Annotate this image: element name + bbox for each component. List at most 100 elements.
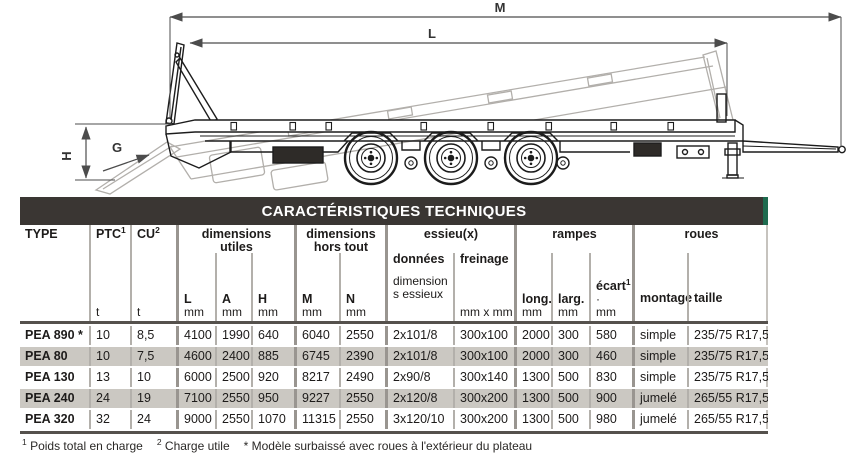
cell-ptc: 24 <box>89 389 130 408</box>
footnotes: 1 Poids total en charge 2 Charge utile * M… <box>22 437 856 453</box>
cell-ptc: 10 <box>89 347 130 366</box>
green-accent-strip <box>763 197 768 225</box>
subcol-cu-unit: t <box>130 253 176 321</box>
cell-M: 6745 <box>294 347 339 366</box>
table-bottom-rule <box>20 431 768 434</box>
spec-table: CARACTÉRISTIQUES TECHNIQUES TYPE PTC1 CU… <box>20 197 768 434</box>
cell-taille: 235/75 R17,5 <box>687 368 768 387</box>
cell-rampe-ecart: 900 <box>589 389 632 408</box>
cell-N: 2490 <box>339 368 385 387</box>
cell-rampe-long: 2000 <box>514 326 551 345</box>
cell-freinage: 300x100 <box>453 347 514 366</box>
cell-montage: simple <box>632 326 687 345</box>
cell-M: 6040 <box>294 326 339 345</box>
cell-A: 2550 <box>215 410 251 429</box>
cell-type: PEA 890 * <box>25 328 83 342</box>
subcol-taille: taille <box>687 253 768 321</box>
cell-ptc: 13 <box>89 368 130 387</box>
wheel-group <box>343 130 570 186</box>
cell-M: 11315 <box>294 410 339 429</box>
cell-rampe-long: 1300 <box>514 410 551 429</box>
cell-cu: 19 <box>130 389 176 408</box>
cell-H: 640 <box>251 326 294 345</box>
table-row: PEA 320 32 24 9000 2550 1070 11315 2550 … <box>20 410 768 429</box>
dim-label-l: L <box>428 26 436 41</box>
cell-H: 920 <box>251 368 294 387</box>
cell-dimensions-essieux: 2x101/8 <box>385 347 453 366</box>
cell-rampe-ecart: 830 <box>589 368 632 387</box>
dim-label-h: H <box>59 151 74 160</box>
subcol-type <box>20 253 89 321</box>
subcol-freinage: freinage mm x mm <box>453 253 514 321</box>
wheel-bolts <box>363 150 539 166</box>
subcol-montage: montage <box>632 253 692 321</box>
cell-montage: jumelé <box>632 410 687 429</box>
cell-L: 4600 <box>176 347 215 366</box>
cell-rampe-larg: 500 <box>551 410 589 429</box>
footnote-star: * Modèle surbaissé avec roues à l'extéri… <box>243 439 533 453</box>
subcol-long: long. mm <box>514 253 552 321</box>
col-header-type: TYPE <box>25 227 58 241</box>
cell-dimensions-essieux: 2x90/8 <box>385 368 453 387</box>
cell-montage: simple <box>632 347 687 366</box>
group-header-rampes: rampes <box>514 225 632 254</box>
footnote-ptc: 1 Poids total en charge <box>22 437 143 453</box>
table-body: PEA 890 * 10 8,5 4100 1990 640 6040 2550… <box>20 326 768 431</box>
cell-rampe-long: 1300 <box>514 368 551 387</box>
dim-label-m: M <box>495 0 506 15</box>
cell-montage: jumelé <box>632 389 687 408</box>
table-row: PEA 890 * 10 8,5 4100 1990 640 6040 2550… <box>20 326 768 345</box>
cell-taille: 265/55 R17,5 <box>687 410 768 429</box>
cell-cu: 10 <box>130 368 176 387</box>
cell-cu: 24 <box>130 410 176 429</box>
cell-N: 2550 <box>339 389 385 408</box>
cell-freinage: 300x100 <box>453 326 514 345</box>
cell-cu: 8,5 <box>130 326 176 345</box>
cell-M: 8217 <box>294 368 339 387</box>
cell-N: 2550 <box>339 410 385 429</box>
group-header-roues: roues <box>632 225 768 254</box>
table-title: CARACTÉRISTIQUES TECHNIQUES <box>261 202 527 220</box>
cell-H: 885 <box>251 347 294 366</box>
col-header-ptc: PTC1 <box>89 225 130 254</box>
cell-rampe-larg: 500 <box>551 389 589 408</box>
cell-cu: 7,5 <box>130 347 176 366</box>
cell-taille: 265/55 R17,5 <box>687 389 768 408</box>
dim-label-g: G <box>112 140 122 155</box>
cell-ptc: 10 <box>89 326 130 345</box>
trailer-technical-drawing: M L H G <box>59 0 846 195</box>
cell-rampe-long: 1300 <box>514 389 551 408</box>
group-header-dimensions-utiles: dimensions utiles <box>176 225 294 254</box>
cell-rampe-larg: 500 <box>551 368 589 387</box>
cell-H: 950 <box>251 389 294 408</box>
trailer-drawing-panel: M L H G <box>0 0 856 197</box>
group-header-dimensions-hors-tout: dimensions hors tout <box>294 225 385 254</box>
cell-rampe-ecart: 980 <box>589 410 632 429</box>
cell-N: 2550 <box>339 326 385 345</box>
table-row: PEA 80 10 7,5 4600 2400 885 6745 2390 2x… <box>20 347 768 366</box>
header-bottom-rule <box>20 321 768 324</box>
cell-taille: 235/75 R17,5 <box>687 347 768 366</box>
cell-dimensions-essieux: 2x101/8 <box>385 326 453 345</box>
cell-dimensions-essieux: 3x120/10 <box>385 410 453 429</box>
cell-type: PEA 240 <box>20 389 89 408</box>
dimension-lines <box>75 12 842 181</box>
cell-rampe-ecart: 580 <box>589 326 632 345</box>
cell-freinage: 300x200 <box>453 389 514 408</box>
cell-taille: 235/75 R17,5 <box>687 326 768 345</box>
cell-montage: simple <box>632 368 687 387</box>
cell-A: 2400 <box>215 347 251 366</box>
cell-A: 2500 <box>215 368 251 387</box>
footnote-cu: 2 Charge utile <box>156 437 230 453</box>
table-row: PEA 240 24 19 7100 2550 950 9227 2550 2x… <box>20 389 768 408</box>
col-header-cu: CU2 <box>130 225 176 254</box>
cell-ptc: 32 <box>89 410 130 429</box>
cell-L: 6000 <box>176 368 215 387</box>
